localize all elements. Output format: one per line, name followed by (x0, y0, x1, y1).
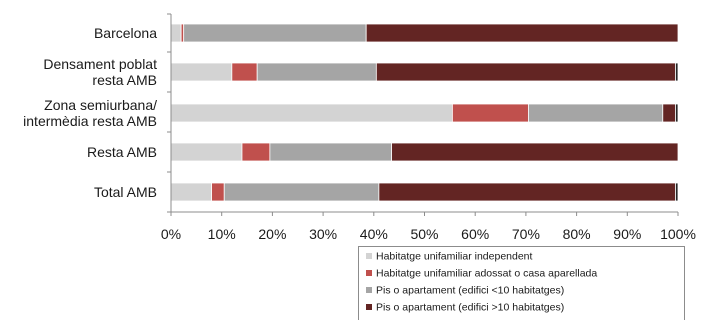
legend: Habitatge unifamiliar independent Habitat… (358, 246, 685, 320)
x-tick-label: 50% (410, 226, 438, 242)
bar-segment (451, 103, 529, 123)
bars-group (170, 23, 679, 202)
bar-segment (365, 23, 679, 43)
legend-swatch (366, 287, 372, 293)
bar-segment (170, 142, 243, 162)
x-tick-label: 90% (613, 226, 641, 242)
bar-segment (231, 62, 258, 82)
bar-segment (662, 103, 676, 123)
legend-label: Habitatge unifamiliar adossat o casa apa… (376, 268, 597, 280)
bar-segment (170, 182, 212, 202)
category-label: intermèdia resta AMB (23, 113, 157, 129)
category-label: resta AMB (92, 72, 157, 88)
x-tick-label: 30% (309, 226, 337, 242)
legend-label: Pis o apartament (edifici <10 habitatges… (376, 285, 564, 297)
legend-label: Habitatge unifamiliar independent (376, 251, 533, 263)
category-label: Densament poblat (43, 56, 157, 72)
legend-swatch (366, 304, 372, 310)
category-label: Resta AMB (87, 144, 157, 160)
category-label: Total AMB (94, 184, 157, 200)
bar-segment (269, 142, 392, 162)
legend-box (358, 246, 685, 320)
bar-segment (675, 182, 679, 202)
x-tick-label: 20% (258, 226, 286, 242)
bar-segment (211, 182, 225, 202)
legend-swatch (366, 253, 372, 259)
x-tick-label: 80% (563, 226, 591, 242)
x-tick-label: 0% (161, 226, 181, 242)
legend-swatch (366, 270, 372, 276)
category-label: Zona semiurbana/ (44, 97, 157, 113)
bar-segment (675, 62, 679, 82)
category-label: Barcelona (94, 25, 157, 41)
bar-segment (170, 23, 182, 43)
bar-segment (170, 103, 453, 123)
x-tick-label: 70% (512, 226, 540, 242)
x-tick-label: 60% (461, 226, 489, 242)
bar-segment (675, 103, 679, 123)
bar-segment (256, 62, 377, 82)
legend-label: En edifici destinat a altres finalitats (376, 319, 537, 320)
legend-label: Pis o apartament (edifici >10 habitatges… (376, 302, 564, 314)
bar-segment (223, 182, 380, 202)
bar-segment (375, 62, 676, 82)
bar-segment (378, 182, 676, 202)
bar-segment (241, 142, 271, 162)
x-tick-label: 40% (360, 226, 388, 242)
x-tick-label: 100% (660, 226, 696, 242)
tick-labels: 0% 10% 20% 30% 40% 50% 60% 70% 80% 90% 100% (161, 226, 696, 242)
bar-segment (170, 62, 233, 82)
bar-segment (183, 23, 367, 43)
bar-segment (528, 103, 664, 123)
x-tick-label: 10% (208, 226, 236, 242)
bar-segment (391, 142, 679, 162)
axes-group (167, 13, 679, 216)
